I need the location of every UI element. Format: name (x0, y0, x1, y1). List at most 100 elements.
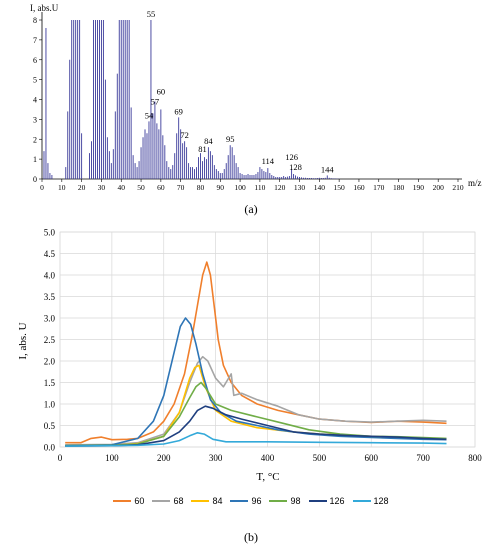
chart-a-peak-label: 72 (180, 130, 189, 140)
chart-a-x-tick-label: 190 (413, 183, 425, 192)
chart-b-series-line-68 (65, 355, 447, 446)
chart-b-x-tick-label: 700 (416, 453, 430, 463)
chart-a-peak-label: 69 (174, 106, 183, 116)
chart-a-peak-label: 84 (204, 136, 213, 146)
legend-swatch (191, 500, 210, 502)
legend-item-84: 84 (191, 496, 222, 506)
legend-swatch (230, 500, 249, 502)
legend-label: 84 (212, 496, 223, 506)
chart-a-y-tick-label: 1 (33, 155, 37, 164)
chart-a-y-tick-label: 5 (33, 76, 37, 85)
chart-a-x-tick-label: 20 (78, 183, 86, 192)
legend-swatch (352, 500, 371, 502)
legend-label: 126 (329, 496, 345, 506)
chart-a-y-tick-label: 6 (33, 56, 37, 65)
chart-b-x-tick-label: 300 (209, 453, 223, 463)
chart-b-xlabel: T, °C (256, 471, 279, 483)
chart-b-y-tick-label: 3.5 (44, 292, 56, 302)
chart-a-ylabel: I, abs.U (30, 3, 59, 13)
chart-b-y-tick-label: 4.0 (44, 271, 56, 281)
chart-b-series-line-96 (65, 317, 447, 447)
temperature-profile-grid (59, 231, 476, 448)
chart-a-peak-label: 81 (198, 144, 207, 154)
chart-b-series-line-128 (65, 432, 447, 447)
chart-a-x-tick-label: 120 (274, 183, 286, 192)
chart-a-peak-label: 95 (226, 134, 235, 144)
chart-b-y-tick-label: 2.5 (44, 335, 56, 345)
mass-spectrum-bars (43, 20, 340, 179)
chart-b-x-tick-label: 0 (58, 453, 63, 463)
chart-b-x-tick-label: 500 (313, 453, 327, 463)
chart-b-x-tick-label: 100 (105, 453, 119, 463)
chart-b-y-tick-label: 2.0 (44, 357, 56, 367)
chart-b-series-line-84 (65, 364, 447, 447)
legend-swatch (269, 500, 288, 502)
chart-a-y-tick-label: 4 (33, 96, 37, 105)
chart-b-y-tick-label: 1.0 (44, 400, 56, 410)
legend-item-60: 60 (113, 496, 144, 506)
chart-b-y-tick-label: 1.5 (44, 378, 56, 388)
chart-a-xlabel: m/z (468, 178, 482, 188)
chart-a-y-tick-label: 3 (33, 115, 37, 124)
chart-a-x-tick-label: 210 (452, 183, 464, 192)
legend-item-68: 68 (152, 496, 183, 506)
legend-item-128: 128 (352, 496, 389, 506)
chart-a-x-tick-label: 110 (254, 183, 265, 192)
chart-b-x-tick-label: 400 (261, 453, 275, 463)
chart-b-x-tick-label: 200 (157, 453, 171, 463)
chart-a-peak-label: 144 (321, 164, 335, 174)
chart-a-x-tick-label: 170 (373, 183, 385, 192)
chart-a-y-tick-label: 2 (33, 135, 37, 144)
chart-a-peak-label: 128 (289, 162, 302, 172)
legend-label: 98 (290, 496, 301, 506)
legend-item-126: 126 (308, 496, 345, 506)
temperature-profile-axes: 0.0 0.5 1.0 1.5 2.0 2.5 3.0 3.5 4.0 4.5 5.0 0 100 200… (44, 228, 483, 464)
chart-a-x-tick-label: 0 (40, 183, 44, 192)
chart-a-caption: (a) (244, 202, 258, 216)
chart-a-x-tick-label: 200 (433, 183, 445, 192)
chart-a-y-tick-label: 8 (33, 16, 37, 25)
chart-b-ylabel: I, abs. U (17, 322, 29, 359)
chart-a-x-tick-label: 90 (217, 183, 225, 192)
chart-a-peak-label: 55 (147, 9, 156, 19)
chart-a-x-tick-label: 130 (294, 183, 306, 192)
chart-a-x-tick-label: 100 (234, 183, 246, 192)
chart-b-y-tick-label: 5.0 (44, 228, 56, 238)
chart-b-x-tick-label: 800 (468, 453, 482, 463)
temperature-profile-lines (65, 261, 447, 447)
temperature-profile-chart: 0.0 0.5 1.0 1.5 2.0 2.5 3.0 3.5 4.0 4.5 5.0 0 100 200… (17, 228, 483, 484)
legend-label: 96 (251, 496, 262, 506)
chart-b-y-tick-label: 0.0 (44, 443, 56, 453)
legend-swatch (308, 500, 327, 502)
chart-b-series-line-126 (65, 405, 447, 447)
chart-a-x-tick-label: 150 (334, 183, 346, 192)
chart-b-legend: 60 68 84 96 98 126 128 (0, 496, 502, 506)
legend-swatch (113, 500, 132, 502)
chart-b-series-line-60 (65, 261, 447, 444)
chart-a-peak-label: 54 (145, 110, 154, 120)
chart-a-x-tick-label: 80 (197, 183, 205, 192)
chart-a-x-tick-label: 50 (137, 183, 145, 192)
legend-swatch (152, 500, 171, 502)
chart-b-y-tick-label: 4.5 (44, 249, 56, 259)
chart-a-x-tick-label: 10 (58, 183, 66, 192)
chart-b-y-tick-label: 0.5 (44, 421, 56, 431)
chart-a-y-tick-label: 7 (33, 36, 37, 45)
chart-a-x-tick-label: 40 (117, 183, 125, 192)
legend-label: 68 (173, 496, 184, 506)
legend-label: 60 (134, 496, 145, 506)
chart-a-x-tick-label: 60 (157, 183, 165, 192)
chart-a-peak-label: 114 (262, 156, 275, 166)
chart-a-x-tick-label: 180 (393, 183, 405, 192)
chart-a-x-tick-label: 30 (98, 183, 106, 192)
legend-item-98: 98 (269, 496, 301, 506)
chart-a-peak-label: 57 (151, 96, 160, 106)
chart-b-x-tick-label: 600 (365, 453, 379, 463)
legend-label: 128 (373, 496, 389, 506)
chart-b-y-tick-label: 3.0 (44, 314, 56, 324)
chart-a-x-tick-label: 140 (314, 183, 326, 192)
chart-b-caption: (b) (244, 530, 258, 544)
